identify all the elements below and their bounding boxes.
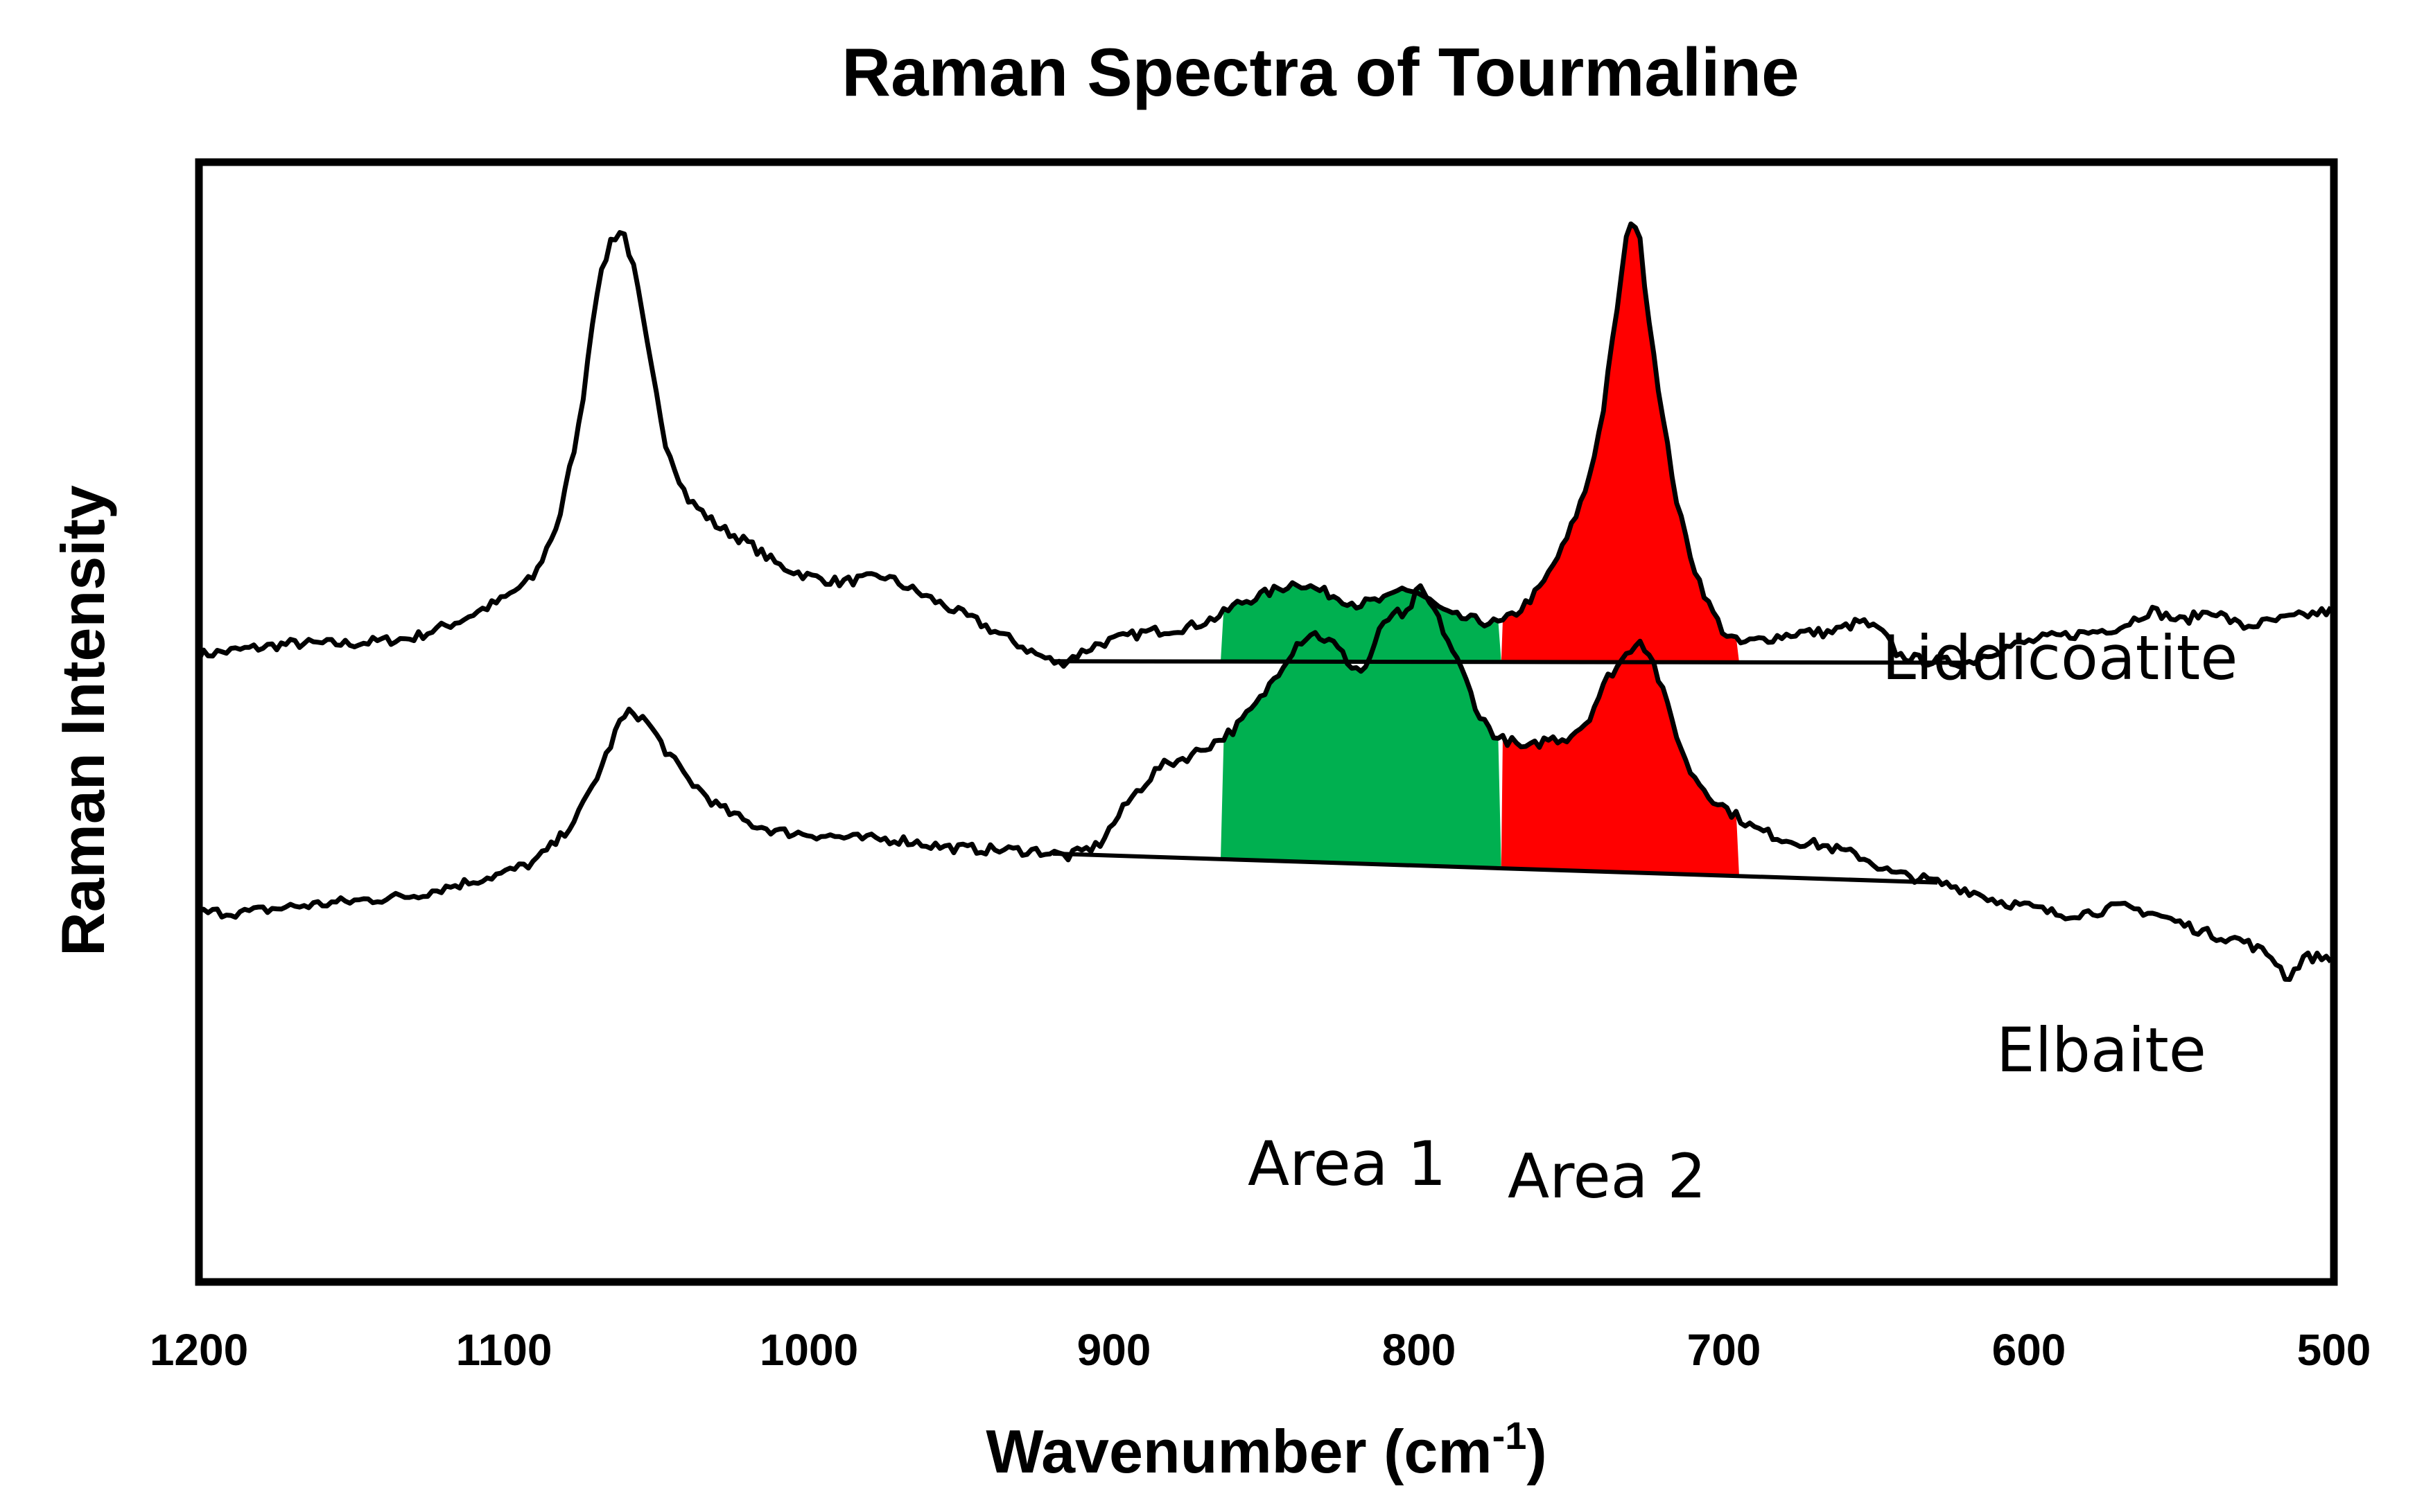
x-tick-label-600: 600 [1992,1325,2066,1375]
x-axis-label-superscript: -1 [1492,1414,1527,1457]
y-axis-label: Raman Intensity [49,485,117,956]
x-tick-label-800: 800 [1382,1325,1456,1375]
x-axis-label-text: Wavenumber (cm [986,1417,1492,1486]
series-label-liddicoatite: Liddicoatite [1882,622,2238,694]
x-tick-label-1000: 1000 [760,1325,858,1375]
x-tick-label-700: 700 [1687,1325,1761,1375]
baseline-elbaite [1052,851,1938,885]
area-label-2: Area 2 [1508,1141,1706,1212]
filled-areas [1221,224,1739,877]
area-label-1: Area 1 [1248,1128,1446,1199]
x-tick-label-900: 900 [1077,1325,1151,1375]
x-tick-label-1100: 1100 [456,1325,552,1375]
series-label-elbaite: Elbaite [1996,1014,2206,1086]
spectrum-liddicoatite [196,221,2333,670]
x-axis-label-suffix: ) [1526,1417,1546,1486]
spectrum-elbaite [198,583,2333,982]
x-axis-label: Wavenumber (cm-1) [986,1414,1546,1486]
area-fill-2-elbaite [1501,641,1739,877]
area-fill-1-elbaite [1221,586,1501,869]
chart-title: Raman Spectra of Tourmaline [842,34,1799,110]
x-tick-label-1200: 1200 [150,1325,248,1375]
plot-frame [195,158,2338,1286]
area-fill-1-liddicoatite [1221,582,1501,662]
baseline-liddicoatite [1052,659,1969,665]
spectra-lines [196,221,2333,982]
x-axis-ticks: 1200 1100 1000 900 800 700 600 500 [150,1325,2371,1375]
x-tick-label-500: 500 [2297,1325,2371,1375]
